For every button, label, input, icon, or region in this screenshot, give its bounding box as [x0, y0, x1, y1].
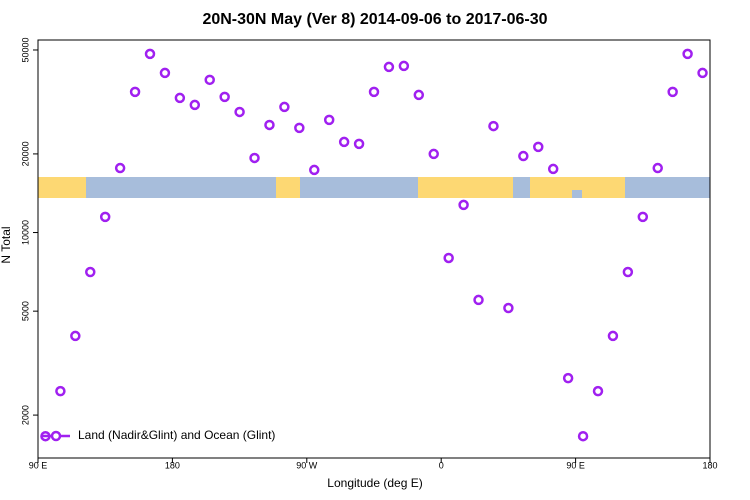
x-tick-label: 90 E	[29, 460, 48, 470]
point	[667, 86, 678, 98]
point	[279, 101, 290, 113]
point	[234, 106, 245, 118]
point	[622, 266, 634, 278]
y-tick-label: 2000	[20, 405, 30, 425]
point	[129, 86, 141, 98]
point	[353, 138, 365, 150]
point	[443, 252, 454, 264]
point	[413, 89, 425, 101]
point	[159, 67, 171, 79]
point	[697, 67, 708, 79]
point	[70, 330, 81, 342]
point	[309, 164, 320, 176]
point	[264, 119, 275, 131]
plot-frame	[37, 39, 711, 459]
point	[503, 302, 514, 314]
point	[592, 385, 604, 397]
point	[85, 266, 96, 278]
point	[473, 294, 484, 306]
point	[488, 120, 499, 132]
x-axis-label: Longitude (deg E)	[327, 476, 422, 490]
point	[547, 163, 559, 175]
y-axis-label: N Total	[0, 226, 13, 263]
point	[204, 74, 215, 86]
point	[607, 330, 619, 342]
point	[55, 385, 66, 397]
point	[323, 114, 335, 126]
point	[294, 122, 305, 134]
point	[144, 48, 156, 60]
x-tick-label: 180	[165, 460, 180, 470]
point	[189, 99, 201, 111]
point	[652, 162, 663, 174]
point	[562, 372, 574, 384]
point	[428, 148, 439, 160]
x-tick-label: 90 W	[296, 460, 318, 470]
point	[637, 211, 649, 223]
legend-label: Land (Nadir&Glint) and Ocean (Glint)	[78, 428, 275, 442]
x-tick-label: 0	[439, 460, 444, 470]
chart-title: 20N-30N May (Ver 8) 2014-09-06 to 2017-0…	[202, 11, 547, 28]
point	[368, 86, 380, 98]
y-tick-label: 5000	[20, 301, 30, 321]
legend-marker	[50, 430, 62, 442]
point	[338, 136, 350, 148]
map-strip	[38, 177, 710, 198]
x-tick-label: 90 E	[566, 460, 585, 470]
x-tick-label: 180	[702, 460, 717, 470]
point	[577, 430, 589, 442]
point	[99, 211, 111, 223]
point	[249, 152, 260, 164]
y-tick-label: 10000	[20, 220, 30, 245]
point	[219, 91, 230, 103]
point	[174, 92, 186, 104]
y-tick-label: 50000	[20, 37, 30, 62]
point	[682, 48, 693, 60]
point	[383, 61, 395, 73]
point	[458, 199, 469, 211]
point	[533, 141, 544, 153]
point	[114, 162, 126, 174]
point	[398, 60, 410, 72]
y-tick-label: 20000	[20, 141, 30, 166]
point	[518, 150, 529, 162]
